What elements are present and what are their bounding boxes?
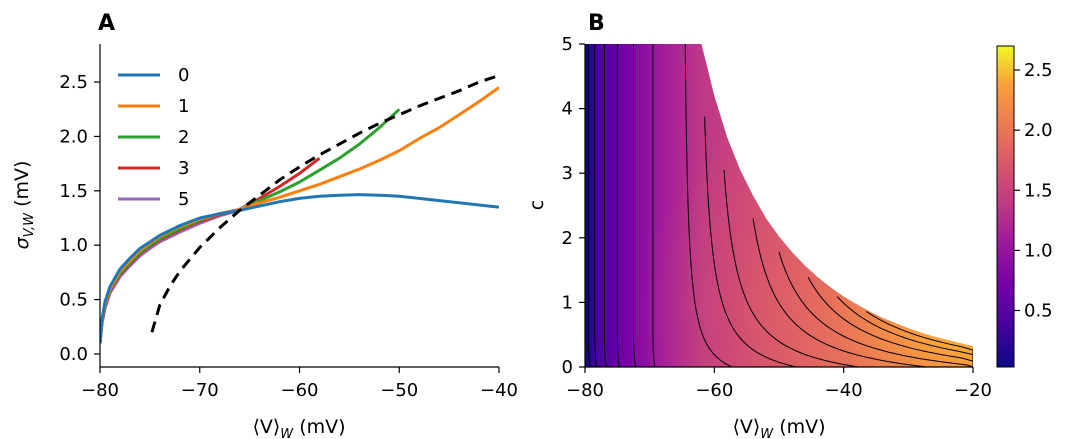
contour-lines (587, 44, 973, 367)
y-tick-label: 0.5 (59, 290, 88, 311)
y-tick-label: 1.5 (59, 181, 88, 202)
contour-line (587, 44, 591, 367)
contour-line (652, 44, 656, 367)
y-axis-label: σV,W (mV) (11, 161, 37, 250)
y-tick-label: 2.5 (59, 72, 88, 93)
x-tick-label: −70 (181, 380, 219, 401)
heatmap-area (585, 44, 973, 367)
x-tick-label: −40 (825, 380, 863, 401)
y-tick-label: 2 (562, 228, 573, 249)
contour-line (807, 276, 973, 367)
colorbar-tick-label: 0.5 (1024, 300, 1053, 321)
x-ticks: −80 −60 −40 −20 (566, 367, 992, 401)
colorbar-tick-label: 2.0 (1024, 120, 1053, 141)
series-group (100, 74, 499, 344)
legend: 0 1 2 3 5 (118, 65, 189, 210)
y-ticks: 0 1 2 3 4 5 (562, 34, 585, 378)
legend-label: 0 (178, 65, 189, 86)
y-tick-label: 1 (562, 292, 573, 313)
y-axis-label: c (526, 200, 548, 210)
series-line-3 (100, 157, 321, 344)
legend-label: 3 (178, 158, 189, 179)
y-ticks: 0.0 0.5 1.0 1.5 2.0 2.5 (59, 72, 100, 365)
colorbar (996, 45, 1015, 368)
y-tick-label: 0.0 (59, 344, 88, 365)
contour-line (684, 44, 733, 367)
contour-line (704, 116, 797, 367)
x-ticks: −80 −70 −60 −50 −40 (81, 367, 518, 401)
y-tick-label: 4 (562, 99, 573, 120)
y-tick-label: 2.0 (59, 126, 88, 147)
legend-label: 1 (178, 96, 189, 117)
x-tick-label: −60 (695, 380, 733, 401)
x-tick-label: −60 (281, 380, 319, 401)
panel-label-b: B (588, 11, 605, 36)
x-axis-label: ⟨V⟩W (mV) (252, 416, 345, 439)
contour-line (866, 310, 973, 367)
y-tick-label: 3 (562, 163, 573, 184)
colorbar-ticks: 0.5 1.0 1.5 2.0 2.5 (1014, 60, 1053, 321)
colorbar-tick-label: 1.5 (1024, 180, 1053, 201)
x-axis-label: ⟨V⟩W (mV) (732, 416, 825, 439)
contour-line (752, 218, 927, 367)
x-tick-label: −80 (566, 380, 604, 401)
contour-line (778, 251, 973, 367)
chart-panel-a: −80 −70 −60 −50 −40 0.0 0.5 1.0 1.5 2.0 2.5 ⟨V⟩W … (11, 44, 518, 439)
y-tick-label: 1.0 (59, 235, 88, 256)
x-tick-label: −50 (380, 380, 418, 401)
colorbar-tick-label: 2.5 (1024, 60, 1053, 81)
contour-line (633, 44, 636, 367)
series-line-0 (100, 193, 499, 344)
legend-label: 5 (178, 189, 189, 210)
x-tick-label: −40 (480, 380, 518, 401)
x-tick-label: −20 (954, 380, 992, 401)
contour-line (594, 44, 598, 367)
contour-line (603, 44, 607, 367)
legend-label: 2 (178, 127, 189, 148)
contour-line (836, 296, 973, 367)
chart-panel-b: −80 −60 −40 −20 0 1 2 3 4 5 ⟨V⟩W (mV) c 0.5 1.0 1.… (526, 34, 1053, 439)
x-tick-label: −80 (81, 380, 119, 401)
contour-line (723, 169, 859, 367)
y-tick-label: 5 (562, 34, 573, 55)
colorbar-tick-label: 1.0 (1024, 240, 1053, 261)
panel-label-a: A (98, 11, 115, 36)
series-line-2 (100, 108, 401, 344)
y-tick-label: 0 (562, 357, 573, 378)
heatmap-region-overlay (585, 44, 973, 367)
series-line-dashed (150, 74, 499, 333)
contour-line (616, 44, 620, 367)
